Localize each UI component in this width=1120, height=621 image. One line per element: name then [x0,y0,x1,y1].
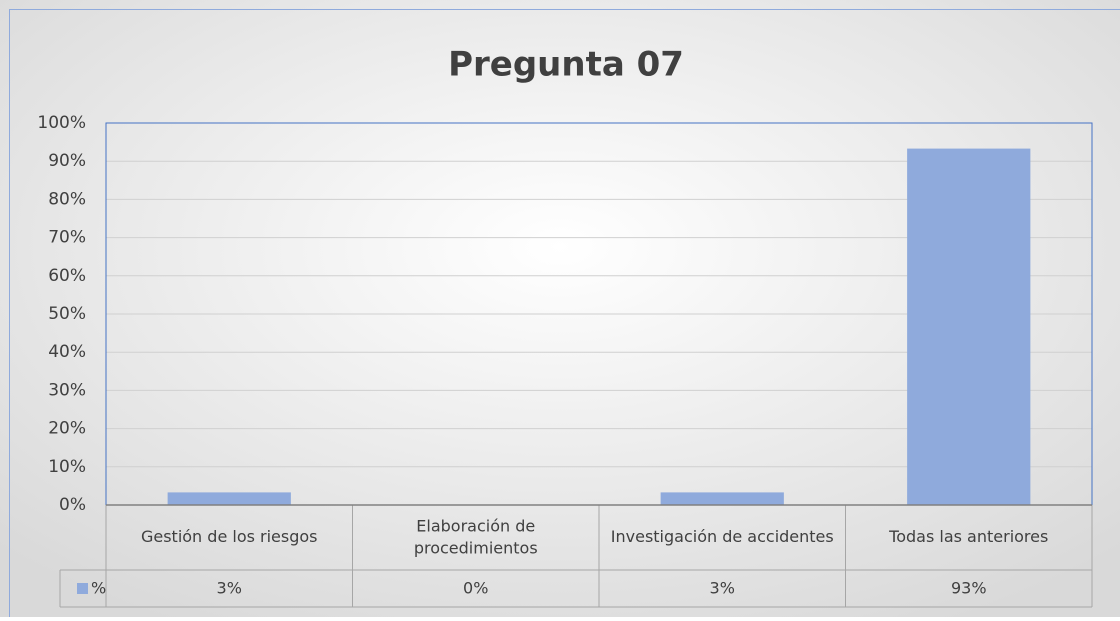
chart-title: Pregunta 07 [448,45,684,85]
legend-label: % [91,579,106,598]
y-tick-label: 20% [48,419,86,439]
y-tick-label: 30% [48,380,86,400]
y-tick-label: 60% [48,266,86,286]
table-value: 93% [951,579,987,598]
bar [907,149,1030,505]
x-tick-line: Elaboración de [416,516,535,535]
y-tick-label: 70% [48,228,86,248]
x-tick-label: Todas las anteriores [888,527,1048,546]
y-tick-label: 50% [48,304,86,324]
table-value: 0% [463,579,488,598]
legend-swatch [77,583,88,594]
x-tick-label: Investigación de accidentes [611,527,834,546]
y-tick-label: 10% [48,457,86,477]
y-tick-label: 100% [37,113,86,133]
bar [168,492,291,505]
x-tick-line: procedimientos [414,538,538,557]
table-value: 3% [710,579,735,598]
y-tick-label: 90% [48,151,86,171]
y-tick-label: 40% [48,342,86,362]
table-value: 3% [217,579,242,598]
y-tick-label: 80% [48,189,86,209]
y-tick-label: 0% [59,495,86,515]
bar [661,492,784,505]
x-tick-label: Gestión de los riesgos [141,527,318,546]
